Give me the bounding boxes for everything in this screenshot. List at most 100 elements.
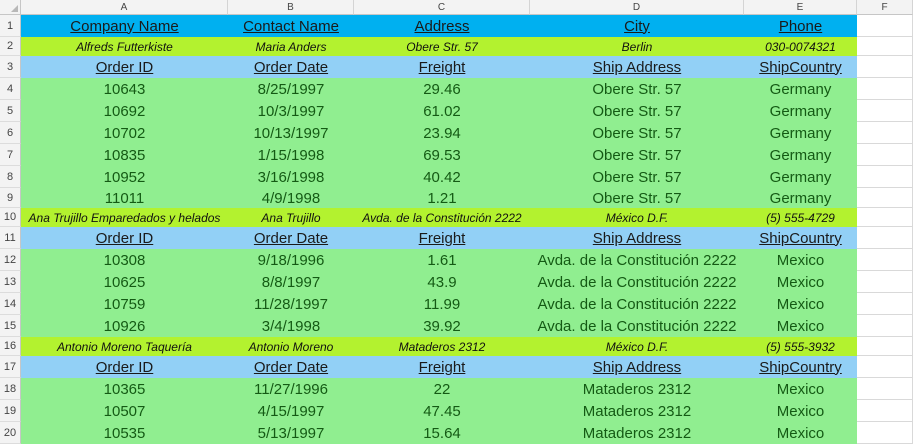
order-cell[interactable]: Obere Str. 57 <box>530 188 744 208</box>
row-header[interactable]: 6 <box>0 122 21 144</box>
customer-cell[interactable]: Alfreds Futterkiste <box>21 37 228 56</box>
empty-cell[interactable] <box>857 356 913 378</box>
subheader-cell[interactable]: Ship Address <box>530 56 744 78</box>
order-cell[interactable]: Mataderos 2312 <box>530 400 744 422</box>
empty-cell[interactable] <box>857 122 913 144</box>
row-header[interactable]: 1 <box>0 15 21 37</box>
order-cell[interactable]: 40.42 <box>354 166 530 188</box>
subheader-cell[interactable]: Ship Address <box>530 227 744 249</box>
order-cell[interactable]: 1/15/1998 <box>228 144 354 166</box>
order-cell[interactable]: Mexico <box>744 293 857 315</box>
customer-cell[interactable]: Ana Trujillo Emparedados y helados <box>21 208 228 227</box>
empty-cell[interactable] <box>857 37 913 56</box>
row-header[interactable]: 18 <box>0 378 21 400</box>
order-cell[interactable]: Mexico <box>744 315 857 337</box>
row-header[interactable]: 9 <box>0 188 21 208</box>
subheader-cell[interactable]: Freight <box>354 56 530 78</box>
empty-cell[interactable] <box>857 315 913 337</box>
order-cell[interactable]: Obere Str. 57 <box>530 166 744 188</box>
row-header[interactable]: 2 <box>0 37 21 56</box>
order-cell[interactable]: Obere Str. 57 <box>530 100 744 122</box>
row-header[interactable]: 11 <box>0 227 21 249</box>
empty-cell[interactable] <box>857 422 913 444</box>
row-header[interactable]: 8 <box>0 166 21 188</box>
order-cell[interactable]: 4/9/1998 <box>228 188 354 208</box>
subheader-cell[interactable]: Order ID <box>21 356 228 378</box>
subheader-cell[interactable]: Freight <box>354 227 530 249</box>
order-cell[interactable]: 47.45 <box>354 400 530 422</box>
order-cell[interactable]: 1.21 <box>354 188 530 208</box>
order-cell[interactable]: 4/15/1997 <box>228 400 354 422</box>
column-header-b[interactable]: B <box>228 0 354 15</box>
customer-cell[interactable]: Avda. de la Constitución 2222 <box>354 208 530 227</box>
customer-cell[interactable]: Ana Trujillo <box>228 208 354 227</box>
order-cell[interactable]: Mexico <box>744 422 857 444</box>
empty-cell[interactable] <box>857 249 913 271</box>
customer-cell[interactable]: (5) 555-3932 <box>744 337 857 356</box>
order-cell[interactable]: 8/25/1997 <box>228 78 354 100</box>
customer-cell[interactable]: Mataderos 2312 <box>354 337 530 356</box>
order-cell[interactable]: 23.94 <box>354 122 530 144</box>
order-cell[interactable]: 11/27/1996 <box>228 378 354 400</box>
empty-cell[interactable] <box>857 378 913 400</box>
order-cell[interactable]: Germany <box>744 100 857 122</box>
subheader-cell[interactable]: ShipCountry <box>744 227 857 249</box>
row-header[interactable]: 12 <box>0 249 21 271</box>
subheader-cell[interactable]: Freight <box>354 356 530 378</box>
column-header-c[interactable]: C <box>354 0 530 15</box>
customer-cell[interactable]: Antonio Moreno <box>228 337 354 356</box>
order-cell[interactable]: 8/8/1997 <box>228 271 354 293</box>
customer-cell[interactable]: México D.F. <box>530 208 744 227</box>
row-header[interactable]: 15 <box>0 315 21 337</box>
order-cell[interactable]: 22 <box>354 378 530 400</box>
row-header[interactable]: 10 <box>0 208 21 227</box>
order-cell[interactable]: 11011 <box>21 188 228 208</box>
order-cell[interactable]: 11.99 <box>354 293 530 315</box>
customer-cell[interactable]: Maria Anders <box>228 37 354 56</box>
order-cell[interactable]: 11/28/1997 <box>228 293 354 315</box>
order-cell[interactable]: 10507 <box>21 400 228 422</box>
order-cell[interactable]: 10643 <box>21 78 228 100</box>
customer-cell[interactable]: (5) 555-4729 <box>744 208 857 227</box>
row-header[interactable]: 14 <box>0 293 21 315</box>
order-cell[interactable]: Mataderos 2312 <box>530 378 744 400</box>
order-cell[interactable]: 10702 <box>21 122 228 144</box>
subheader-cell[interactable]: Order Date <box>228 56 354 78</box>
column-header-d[interactable]: D <box>530 0 744 15</box>
row-header[interactable]: 20 <box>0 422 21 444</box>
order-cell[interactable]: 29.46 <box>354 78 530 100</box>
order-cell[interactable]: 10692 <box>21 100 228 122</box>
order-cell[interactable]: Mexico <box>744 249 857 271</box>
order-cell[interactable]: 39.92 <box>354 315 530 337</box>
empty-cell[interactable] <box>857 144 913 166</box>
order-cell[interactable]: 3/4/1998 <box>228 315 354 337</box>
header-cell[interactable]: Contact Name <box>228 15 354 37</box>
column-header-a[interactable]: A <box>21 0 228 15</box>
subheader-cell[interactable]: ShipCountry <box>744 56 857 78</box>
customer-cell[interactable]: Obere Str. 57 <box>354 37 530 56</box>
empty-cell[interactable] <box>857 271 913 293</box>
order-cell[interactable]: 10535 <box>21 422 228 444</box>
empty-cell[interactable] <box>857 100 913 122</box>
order-cell[interactable]: Germany <box>744 188 857 208</box>
order-cell[interactable]: 10308 <box>21 249 228 271</box>
order-cell[interactable]: 1.61 <box>354 249 530 271</box>
order-cell[interactable]: Germany <box>744 166 857 188</box>
empty-cell[interactable] <box>857 166 913 188</box>
customer-cell[interactable]: Antonio Moreno Taquería <box>21 337 228 356</box>
order-cell[interactable]: Avda. de la Constitución 2222 <box>530 315 744 337</box>
column-header-e[interactable]: E <box>744 0 857 15</box>
subheader-cell[interactable]: Order Date <box>228 227 354 249</box>
order-cell[interactable]: Avda. de la Constitución 2222 <box>530 271 744 293</box>
header-cell[interactable]: Phone <box>744 15 857 37</box>
subheader-cell[interactable]: Order ID <box>21 56 228 78</box>
row-header[interactable]: 16 <box>0 337 21 356</box>
customer-cell[interactable]: México D.F. <box>530 337 744 356</box>
order-cell[interactable]: 10952 <box>21 166 228 188</box>
order-cell[interactable]: Mexico <box>744 400 857 422</box>
row-header[interactable]: 3 <box>0 56 21 78</box>
row-header[interactable]: 13 <box>0 271 21 293</box>
empty-cell[interactable] <box>857 227 913 249</box>
order-cell[interactable]: Obere Str. 57 <box>530 144 744 166</box>
order-cell[interactable]: 10/13/1997 <box>228 122 354 144</box>
